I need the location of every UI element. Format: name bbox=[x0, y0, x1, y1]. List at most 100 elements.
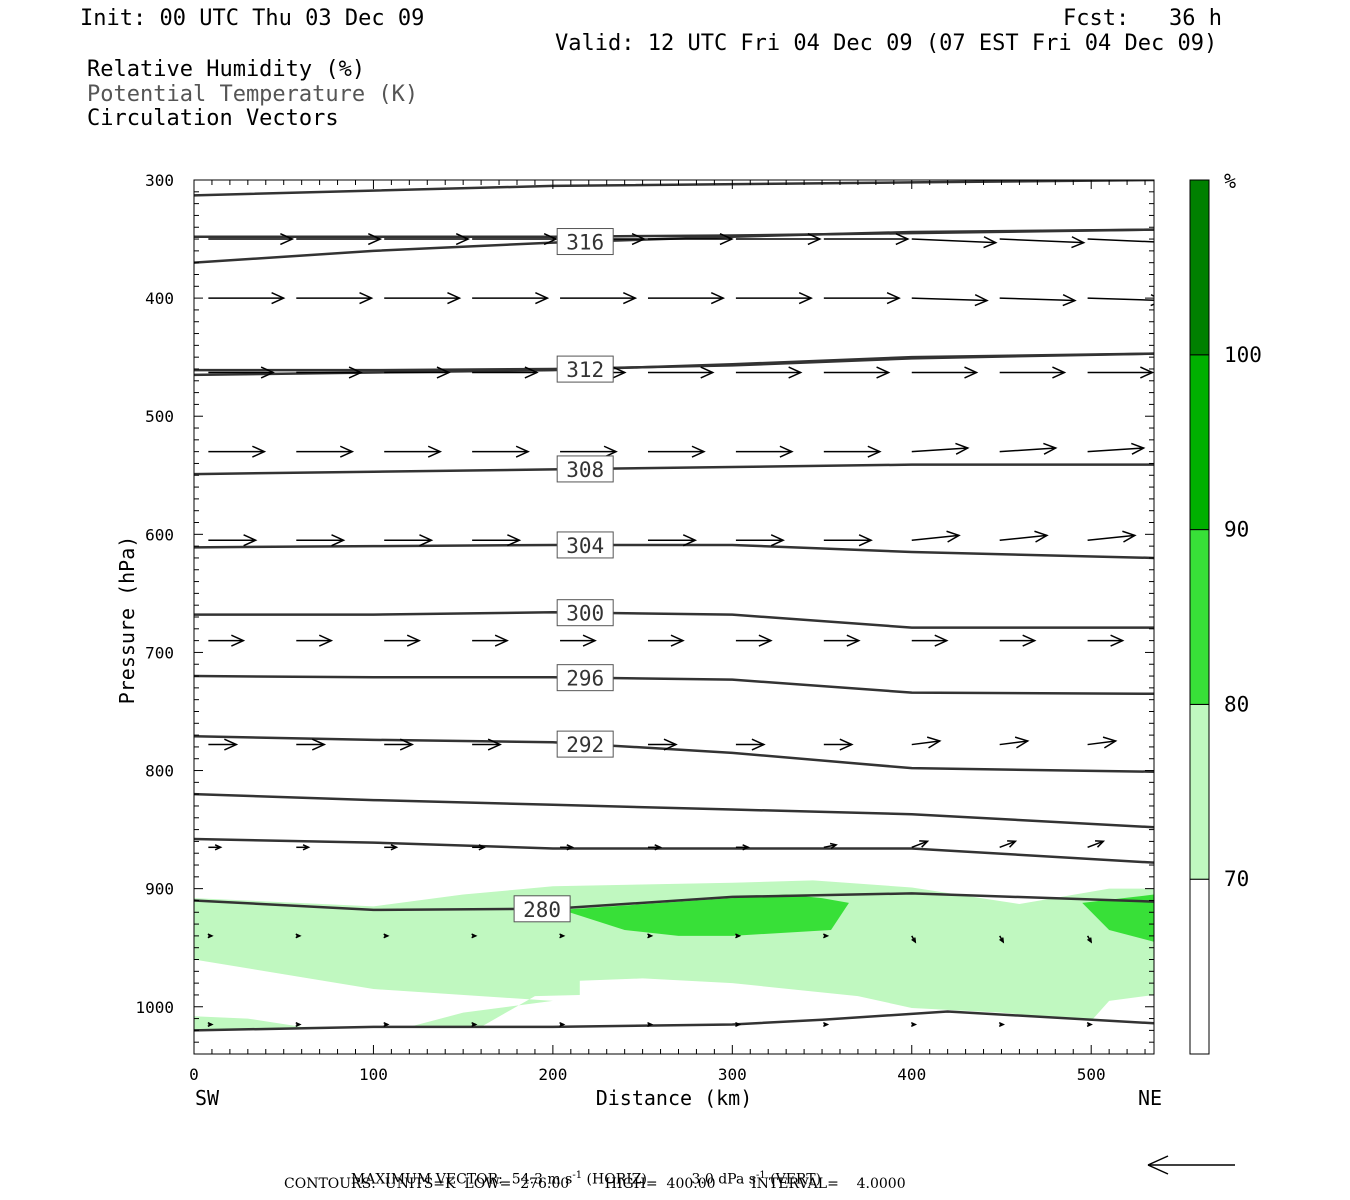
wind-vector-4-6 bbox=[735, 534, 785, 547]
colorbar-bin-80-90 bbox=[1189, 529, 1210, 705]
wind-vector-head bbox=[331, 534, 346, 547]
wind-vector-8-1 bbox=[295, 933, 302, 939]
theta-contour-296 bbox=[194, 674, 1154, 696]
wind-vector-4-2 bbox=[384, 534, 434, 547]
wind-vector-5-2 bbox=[384, 634, 422, 647]
wind-vector-shaft bbox=[999, 297, 1075, 302]
wind-vector-0-0 bbox=[208, 232, 295, 246]
wind-vector-head bbox=[654, 844, 663, 851]
wind-vector-2-8 bbox=[911, 366, 979, 379]
horiz-exponent: -1 bbox=[572, 1170, 583, 1181]
theta-label-box-312 bbox=[556, 355, 614, 383]
wind-vector-head bbox=[1087, 937, 1093, 944]
colorbar-bin-0-70 bbox=[1189, 878, 1210, 1055]
wind-vector-5-9 bbox=[999, 634, 1037, 647]
rh-shading bbox=[194, 880, 1154, 1031]
wind-vector-9-2 bbox=[383, 1021, 390, 1027]
wind-vector-2-5 bbox=[647, 366, 715, 379]
wind-vector-5-10 bbox=[1087, 634, 1125, 647]
theta-contour-2 bbox=[194, 228, 1154, 238]
wind-vector-shaft bbox=[999, 740, 1028, 746]
wind-vector-head bbox=[846, 634, 861, 647]
y-tick-label-800: 800 bbox=[145, 762, 174, 781]
wind-vector-7-5 bbox=[647, 844, 663, 851]
theta-label-316: 316 bbox=[566, 231, 604, 255]
wind-vector-9-1 bbox=[295, 1021, 302, 1027]
wind-vector-head bbox=[682, 534, 698, 547]
wind-vector-head bbox=[427, 445, 443, 458]
wind-vector-head bbox=[543, 232, 558, 246]
theta-contour-304 bbox=[194, 543, 1154, 560]
wind-vector-0-1 bbox=[296, 232, 383, 246]
wind-vector-head bbox=[999, 937, 1005, 944]
wind-vector-6-5 bbox=[647, 738, 678, 751]
wind-vector-5-6 bbox=[735, 634, 773, 647]
wind-vector-head bbox=[779, 445, 794, 458]
wind-vector-2-2 bbox=[384, 366, 451, 379]
wind-vector-head bbox=[829, 842, 838, 850]
wind-vector-head bbox=[1095, 840, 1106, 848]
wind-vector-6-2 bbox=[384, 738, 415, 751]
wind-vector-head bbox=[471, 933, 478, 939]
theta-contour-308 bbox=[194, 463, 1154, 476]
wind-vector-7-4 bbox=[560, 844, 575, 851]
wind-vector-head bbox=[406, 634, 422, 647]
x-tick-label-100: 100 bbox=[359, 1065, 388, 1084]
wind-vector-0-9 bbox=[999, 236, 1086, 249]
wind-vector-head bbox=[1052, 366, 1067, 379]
wind-vector-shaft bbox=[1087, 297, 1154, 301]
theta-contour-13 bbox=[194, 1010, 1154, 1032]
wind-vector-head bbox=[974, 294, 989, 307]
wind-vector-head bbox=[1122, 530, 1137, 543]
wind-vector-2-3 bbox=[472, 366, 539, 379]
legend-vectors: Circulation Vectors bbox=[87, 106, 339, 131]
x-tick-label-500: 500 bbox=[1077, 1065, 1106, 1084]
init-time: Init: 00 UTC Thu 03 Dec 09 bbox=[80, 6, 425, 31]
wind-vector-4-5 bbox=[647, 534, 698, 547]
wind-vector-head bbox=[214, 844, 223, 851]
wind-vector-head bbox=[507, 534, 522, 547]
wind-vector-6-8 bbox=[911, 736, 942, 749]
wind-vector-head bbox=[295, 933, 302, 939]
theta-label-box-308 bbox=[556, 455, 614, 483]
wind-vector-head bbox=[1140, 366, 1154, 379]
wind-vector-9-10 bbox=[1086, 1021, 1093, 1027]
wind-vector-head bbox=[823, 1021, 830, 1027]
wind-vector-shaft bbox=[999, 534, 1048, 541]
wind-vector-head bbox=[302, 844, 311, 851]
wind-vector-head bbox=[1007, 840, 1018, 848]
legend-rh: Relative Humidity (%) bbox=[87, 57, 366, 82]
colorbar-label-70: 70 bbox=[1224, 867, 1249, 891]
wind-vector-4-0 bbox=[208, 534, 258, 547]
wind-vector-6-7 bbox=[823, 738, 854, 751]
colorbar-bin-90-100 bbox=[1189, 354, 1210, 531]
wind-vector-head bbox=[998, 1021, 1006, 1027]
wind-vector-5-8 bbox=[911, 634, 949, 647]
wind-vector-3-10 bbox=[1087, 442, 1146, 455]
wind-vector-5-7 bbox=[823, 634, 861, 647]
rh-region-80-90-2 bbox=[1082, 894, 1154, 942]
wind-vector-head bbox=[798, 292, 813, 305]
wind-vector-head bbox=[622, 292, 638, 305]
wind-vector-head bbox=[910, 1021, 918, 1027]
wind-vector-head bbox=[876, 366, 891, 379]
wind-vector-head bbox=[399, 738, 415, 751]
wind-vector-head bbox=[383, 1021, 390, 1027]
wind-vector-2-9 bbox=[999, 366, 1067, 379]
theta-label-box-280 bbox=[513, 895, 571, 923]
wind-vector-3-6 bbox=[735, 445, 794, 458]
wind-vector-6-10 bbox=[1087, 736, 1118, 749]
wind-vector-9-8 bbox=[910, 1021, 918, 1027]
wind-vector-head bbox=[946, 530, 961, 543]
theta-label-box-304 bbox=[556, 531, 614, 559]
wind-vector-8-10 bbox=[1086, 935, 1093, 944]
wind-vector-2-10 bbox=[1087, 366, 1154, 379]
wind-vector-5-4 bbox=[560, 634, 597, 647]
wind-vector-head bbox=[867, 445, 882, 458]
wind-vector-7-8 bbox=[911, 840, 930, 849]
theta-label-296: 296 bbox=[566, 667, 604, 691]
y-tick-label-300: 300 bbox=[145, 171, 174, 190]
wind-vector-4-10 bbox=[1087, 530, 1137, 543]
theta-label-300: 300 bbox=[566, 602, 604, 626]
theta-label-304: 304 bbox=[566, 534, 604, 558]
